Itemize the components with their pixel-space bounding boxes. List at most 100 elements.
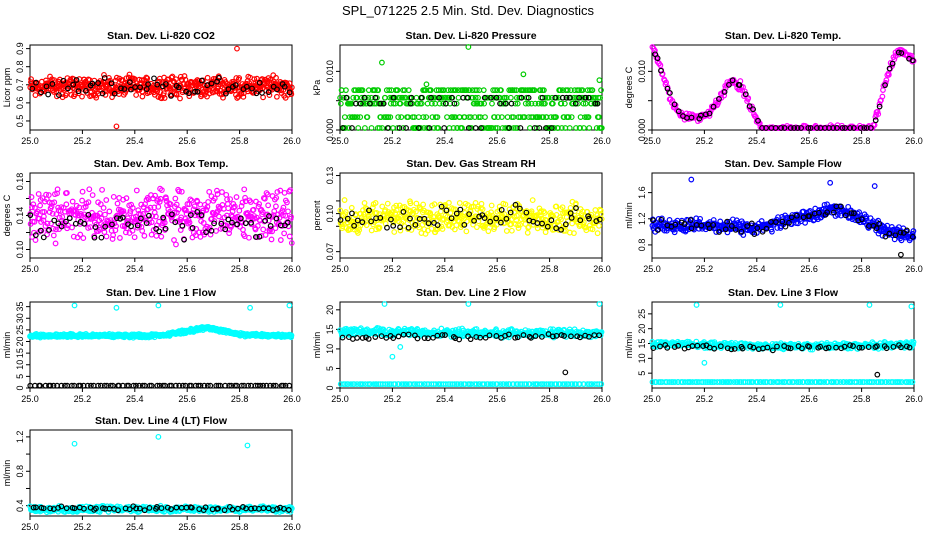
data-point <box>194 88 201 95</box>
data-point <box>425 220 432 227</box>
data-point <box>436 94 442 101</box>
data-point <box>143 78 150 85</box>
x-tick-label: 25.8 <box>853 394 871 404</box>
data-point <box>173 201 180 208</box>
data-point <box>758 218 765 224</box>
data-point <box>179 382 186 389</box>
y-axis-label: kPa <box>312 80 322 96</box>
data-point <box>559 94 566 101</box>
data-point <box>652 47 658 54</box>
data-point <box>232 82 239 88</box>
data-point <box>568 333 574 340</box>
data-point <box>359 335 366 341</box>
data-point <box>143 74 150 81</box>
data-point <box>734 379 741 385</box>
x-tick-label: 25.2 <box>384 136 402 146</box>
y-tick-label: 1.2 <box>637 213 647 226</box>
data-point <box>516 203 523 209</box>
data-point <box>288 213 294 220</box>
data-point <box>45 192 52 198</box>
data-point <box>69 224 75 231</box>
data-point <box>131 234 138 241</box>
data-point <box>384 200 391 207</box>
data-point <box>512 201 519 208</box>
data-point <box>395 114 402 121</box>
data-point <box>284 199 290 206</box>
data-point <box>431 201 438 208</box>
data-point <box>254 382 261 389</box>
data-point <box>40 217 47 224</box>
data-point <box>586 333 592 340</box>
data-point <box>344 215 351 222</box>
data-point <box>466 114 472 121</box>
x-tick-label: 25.2 <box>696 394 714 404</box>
data-point <box>28 76 34 83</box>
data-point <box>781 125 788 131</box>
data-point <box>392 381 399 387</box>
data-point <box>262 232 269 238</box>
x-tick-label: 25.0 <box>21 264 39 274</box>
data-point <box>281 83 288 90</box>
data-point <box>82 203 89 210</box>
data-point <box>472 114 478 121</box>
data-point <box>95 80 101 86</box>
data-point <box>481 381 488 387</box>
data-point <box>898 251 904 258</box>
data-point <box>179 222 186 229</box>
data-point <box>456 200 463 206</box>
data-point <box>394 87 401 94</box>
data-point <box>288 240 295 246</box>
data-point <box>203 207 210 214</box>
data-point <box>839 125 846 131</box>
data-point <box>111 90 118 97</box>
data-point <box>234 221 241 228</box>
data-point <box>246 234 252 241</box>
data-point <box>228 382 235 389</box>
data-point <box>91 234 98 241</box>
data-point <box>101 229 108 235</box>
data-point <box>247 304 253 311</box>
data-point <box>453 100 460 107</box>
data-point <box>672 379 678 385</box>
data-point <box>133 187 140 194</box>
data-point <box>218 220 225 227</box>
y-tick-label: 20 <box>325 305 335 315</box>
data-point <box>342 381 348 387</box>
data-point <box>523 209 530 216</box>
chart-title: Stan. Dev. Line 2 Flow <box>416 287 527 299</box>
data-point <box>541 210 548 216</box>
data-point <box>99 186 105 193</box>
data-point <box>405 87 412 94</box>
data-point <box>55 220 62 227</box>
data-point <box>206 188 213 195</box>
data-point <box>193 225 200 232</box>
y-axis-label: Licor ppm <box>2 68 12 108</box>
data-point <box>478 200 485 207</box>
data-point <box>494 87 500 94</box>
data-point <box>206 90 213 97</box>
data-point <box>805 125 812 131</box>
data-point <box>798 125 804 131</box>
y-axis-label: percent <box>312 200 322 231</box>
data-point <box>256 233 263 240</box>
data-point <box>128 223 134 230</box>
data-point <box>541 87 547 94</box>
data-point <box>227 196 234 203</box>
data-point <box>751 231 758 237</box>
data-point <box>395 333 402 340</box>
data-point <box>386 87 393 94</box>
data-point <box>173 76 179 83</box>
data-point <box>110 232 117 239</box>
data-point <box>724 218 731 225</box>
data-point <box>50 232 57 239</box>
data-point <box>176 188 182 195</box>
data-point <box>840 379 847 385</box>
data-point <box>391 229 398 235</box>
data-point <box>263 382 270 389</box>
data-point <box>458 381 465 387</box>
data-point <box>568 214 575 221</box>
data-point <box>44 220 51 227</box>
data-point <box>396 125 403 131</box>
data-point <box>181 73 188 79</box>
data-point <box>71 302 78 309</box>
